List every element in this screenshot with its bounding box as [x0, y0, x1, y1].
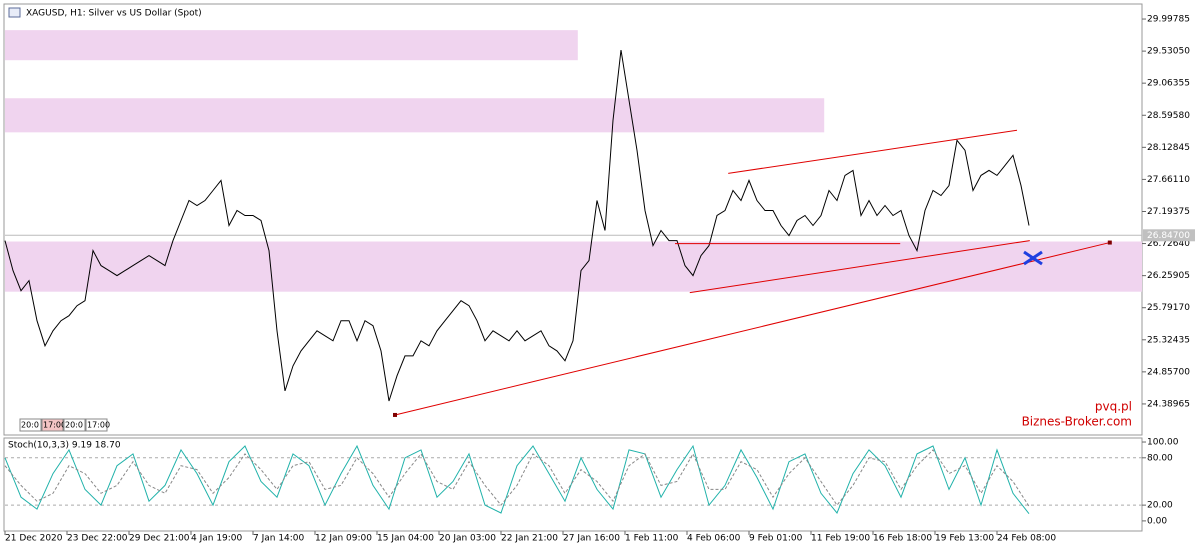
time-box-label: 17:00 — [43, 421, 66, 430]
time-box — [63, 418, 86, 432]
layer: 29.99785 29.53050 29.06355 28.59580 28.12845… — [4, 15, 1195, 544]
time-box-label: 20:0 — [21, 421, 39, 430]
watermark: pvq.pl — [1095, 400, 1132, 414]
x-tick-label: 4 Feb 06:00 — [687, 534, 741, 544]
y-tick-label: 26.25905 — [1147, 271, 1190, 281]
y-tick-label: 29.06355 — [1147, 79, 1190, 89]
x-tick-label: 7 Jan 14:00 — [253, 534, 305, 544]
series-line — [4, 50, 1030, 402]
zone — [5, 30, 578, 61]
price-tag — [1143, 229, 1195, 242]
y-tick-label: 29.99785 — [1147, 15, 1190, 25]
trendline — [394, 242, 1110, 416]
y-tick-label: 28.12845 — [1147, 143, 1190, 153]
y-tick-label: 0.00 — [1147, 516, 1167, 526]
x-tick-label: 19 Feb 13:00 — [935, 534, 994, 544]
y-tick-label: 26.72640 — [1147, 239, 1190, 249]
trendline-anchor — [393, 412, 397, 417]
stoch-title: Stoch(10,3,3) 9.19 18.70 — [8, 441, 121, 451]
y-tick-label: 24.85700 — [1147, 367, 1190, 377]
x-tick-label: 11 Feb 19:00 — [811, 534, 870, 544]
x-tick-label: 20 Jan 03:00 — [439, 534, 496, 544]
time-box-label: 17:00 — [87, 421, 110, 430]
y-tick-label: 29.53050 — [1147, 47, 1190, 57]
zone — [5, 98, 825, 133]
y-tick-label: 25.79170 — [1147, 303, 1190, 313]
series-line — [4, 444, 1030, 515]
x-tick-label: 29 Dec 21:00 — [129, 534, 190, 544]
trendline — [728, 129, 1018, 174]
watermark: Biznes-Broker.com — [1022, 415, 1132, 429]
y-tick-label: 25.32435 — [1147, 335, 1190, 345]
y-tick-label: 80.00 — [1147, 453, 1173, 463]
x-tick-label: 1 Feb 11:00 — [625, 534, 679, 544]
x-tick-label: 16 Feb 18:00 — [873, 534, 932, 544]
zone — [5, 241, 1142, 292]
x-tick-label: 12 Jan 09:00 — [315, 534, 372, 544]
cancel-mark — [1023, 250, 1043, 266]
time-box — [85, 418, 108, 432]
trendline-anchor — [1107, 240, 1112, 245]
stoch-panel — [3, 437, 1143, 532]
chart-icon — [8, 7, 21, 18]
price-tag-label: 26.84700 — [1147, 231, 1190, 241]
x-tick-label: 27 Jan 16:00 — [563, 534, 620, 544]
time-box-label: 20:0 — [65, 421, 83, 430]
x-tick-label: 24 Feb 08:00 — [997, 534, 1056, 544]
y-tick-label: 24.38965 — [1147, 399, 1190, 409]
time-box — [19, 418, 42, 432]
chart-title: XAGUSD, H1: Silver vs US Dollar (Spot) — [26, 9, 202, 19]
y-tick-label: 28.59580 — [1147, 111, 1190, 121]
x-tick-label: 15 Jan 04:00 — [377, 534, 434, 544]
y-tick-label: 27.19375 — [1147, 207, 1190, 217]
main-panel — [3, 3, 1143, 436]
time-box — [41, 418, 64, 432]
y-tick-label: 20.00 — [1147, 501, 1173, 511]
x-tick-label: 9 Feb 01:00 — [749, 534, 803, 544]
y-tick-label: 27.66110 — [1147, 175, 1190, 185]
x-tick-label: 22 Jan 21:00 — [501, 534, 558, 544]
x-tick-label: 23 Dec 22:00 — [67, 534, 128, 544]
x-tick-label: 4 Jan 19:00 — [191, 534, 243, 544]
x-stroke — [1023, 250, 1043, 266]
x-tick-label: 21 Dec 2020 — [5, 534, 63, 544]
y-tick-label: 100.00 — [1147, 438, 1179, 448]
series-line — [4, 449, 1030, 507]
trendline — [689, 240, 1030, 294]
